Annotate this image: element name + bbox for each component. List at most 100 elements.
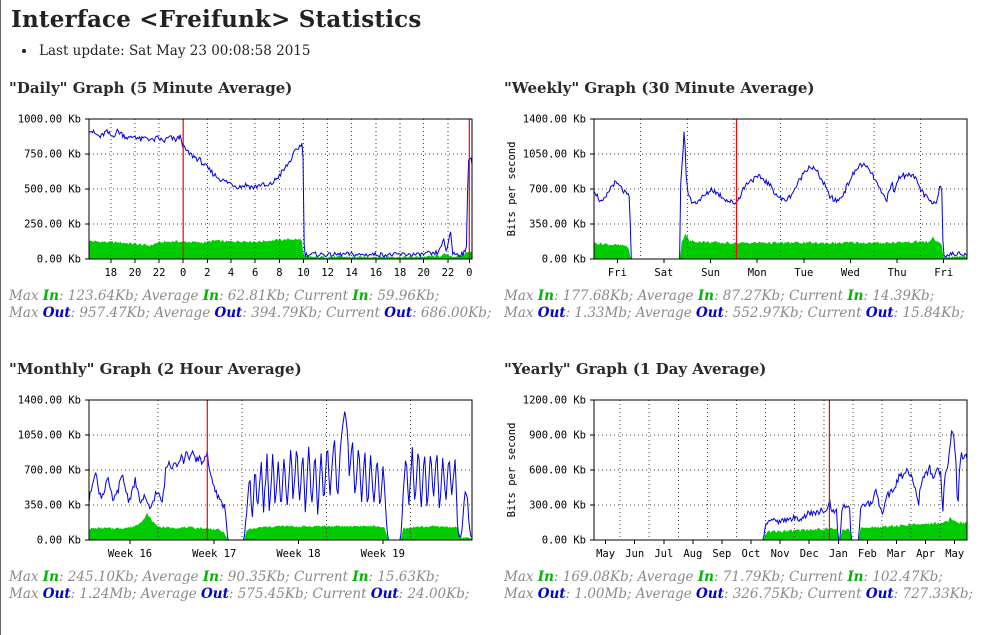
monthly-stats: Max In: 245.10Kb; Average In: 90.35Kb; C…	[9, 569, 496, 603]
monthly-graph: 1400.00 Kb 1050.00 Kb 700.00 Kb 350.00 Kb 0.…	[18, 395, 473, 560]
svg-text:Wed: Wed	[841, 267, 860, 279]
stats-text: Max	[504, 586, 538, 602]
stats-out-label: Out	[201, 586, 229, 602]
stats-in-label: In	[697, 569, 714, 585]
svg-text:1200.00 Kb: 1200.00 Kb	[523, 395, 586, 407]
stats-text: : 1.24Mb; Average	[70, 586, 202, 602]
stats-text: : 1.00Mb; Average	[565, 586, 697, 602]
svg-text:Thu: Thu	[888, 267, 907, 279]
svg-text:750.00 Kb: 750.00 Kb	[24, 149, 81, 161]
svg-text:20: 20	[129, 267, 142, 279]
stats-in-label: In	[42, 288, 59, 304]
daily-stats: Max In: 123.64Kb; Average In: 62.81Kb; C…	[9, 288, 496, 322]
yearly-stats: Max In: 169.08Kb; Average In: 71.79Kb; C…	[504, 569, 990, 603]
svg-text:Sat: Sat	[654, 267, 673, 279]
svg-text:1050.00 Kb: 1050.00 Kb	[523, 149, 586, 161]
stats-text: : 123.64Kb; Average	[58, 288, 203, 304]
plot-frame	[593, 399, 968, 541]
update-list: Last update: Sat May 23 00:08:58 2015	[37, 43, 982, 59]
stats-out-label: Out	[384, 305, 413, 321]
svg-text:0: 0	[466, 267, 472, 279]
svg-text:Fri: Fri	[608, 267, 627, 279]
stats-text: : 90.35Kb; Current	[218, 569, 353, 585]
svg-text:Oct: Oct	[742, 548, 761, 560]
stats-line: Max Out: 1.24Mb; Average Out: 575.45Kb; …	[9, 586, 496, 603]
svg-text:Aug: Aug	[683, 548, 702, 560]
stats-text: : 245.10Kb; Average	[58, 569, 203, 585]
out-line	[88, 411, 473, 541]
svg-text:Week 16: Week 16	[108, 548, 152, 560]
svg-text:22: 22	[442, 267, 455, 279]
axis-ticks	[590, 399, 956, 544]
svg-text:12: 12	[321, 267, 334, 279]
stats-text: : 15.63Kb;	[368, 569, 440, 585]
weekly-graph-heading: "Weekly" Graph (30 Minute Average)	[504, 79, 815, 97]
x-tick-labels: May Jun Jul Aug Sep Oct Nov Dec Jan Feb Mar Apr May	[596, 548, 964, 560]
y-tick-labels: 1000.00 Kb 750.00 Kb 500.00 Kb 250.00 Kb 0.0…	[18, 114, 81, 266]
svg-text:20: 20	[417, 267, 430, 279]
weekly-section: "Weekly" Graph (30 Minute Average) Bits …	[504, 79, 990, 322]
stats-text: : 727.33Kb;	[893, 586, 974, 602]
plot-frame	[593, 118, 968, 260]
x-tick-labels: Week 16 Week 17 Week 18 Week 19	[108, 548, 405, 560]
svg-text:1400.00 Kb: 1400.00 Kb	[523, 114, 586, 126]
stats-text: Max	[504, 305, 538, 321]
daily-graph: 1000.00 Kb 750.00 Kb 500.00 Kb 250.00 Kb 0.0…	[18, 114, 473, 279]
svg-text:Nov: Nov	[771, 548, 790, 560]
stats-line: Max In: 245.10Kb; Average In: 90.35Kb; C…	[9, 569, 496, 586]
svg-text:10: 10	[297, 267, 310, 279]
stats-text: : 552.97Kb; Current	[723, 305, 866, 321]
stats-in-label: In	[42, 569, 59, 585]
svg-text:Sep: Sep	[712, 548, 731, 560]
svg-text:300.00 Kb: 300.00 Kb	[529, 500, 586, 512]
svg-text:1000.00 Kb: 1000.00 Kb	[18, 114, 81, 126]
svg-text:4: 4	[228, 267, 234, 279]
svg-text:Jun: Jun	[625, 548, 644, 560]
stats-text: : 71.79Kb; Current	[713, 569, 848, 585]
stats-text: : 326.75Kb; Current	[723, 586, 866, 602]
svg-text:Jan: Jan	[829, 548, 848, 560]
svg-text:1400.00 Kb: 1400.00 Kb	[18, 395, 81, 407]
stats-text: : 1.33Mb; Average	[565, 305, 697, 321]
stats-in-label: In	[847, 288, 864, 304]
stats-text: : 62.81Kb; Current	[218, 288, 353, 304]
stats-text: : 575.45Kb; Current	[228, 586, 371, 602]
yearly-section: "Yearly" Graph (1 Day Average) Bits per …	[504, 360, 990, 603]
y-tick-labels: 1400.00 Kb 1050.00 Kb 700.00 Kb 350.00 Kb 0.…	[523, 114, 586, 266]
svg-text:Dec: Dec	[800, 548, 819, 560]
svg-text:18: 18	[104, 267, 117, 279]
svg-text:6: 6	[252, 267, 258, 279]
in-area	[89, 238, 472, 259]
y-tick-labels: 1200.00 Kb 900.00 Kb 600.00 Kb 300.00 Kb 0.0…	[523, 395, 586, 547]
svg-text:Week 19: Week 19	[361, 548, 405, 560]
stats-line: Max Out: 1.33Mb; Average Out: 552.97Kb; …	[504, 305, 990, 322]
stats-line: Max In: 177.68Kb; Average In: 87.27Kb; C…	[504, 288, 990, 305]
stats-out-label: Out	[214, 305, 243, 321]
stats-in-label: In	[202, 288, 219, 304]
weekly-stats: Max In: 177.68Kb; Average In: 87.27Kb; C…	[504, 288, 990, 322]
svg-text:Week 17: Week 17	[192, 548, 236, 560]
stats-in-label: In	[847, 569, 864, 585]
stats-text: : 14.39Kb;	[863, 288, 935, 304]
svg-text:Jul: Jul	[654, 548, 673, 560]
stats-text: : 87.27Kb; Current	[713, 288, 848, 304]
svg-text:8: 8	[276, 267, 282, 279]
stats-line: Max In: 123.64Kb; Average In: 62.81Kb; C…	[9, 288, 496, 305]
stats-text: Max	[9, 586, 43, 602]
svg-text:1050.00 Kb: 1050.00 Kb	[18, 430, 81, 442]
stats-out-label: Out	[370, 586, 399, 602]
monthly-graph-heading: "Monthly" Graph (2 Hour Average)	[9, 360, 302, 378]
svg-text:0.00 Kb: 0.00 Kb	[542, 254, 586, 266]
svg-text:0.00 Kb: 0.00 Kb	[37, 535, 81, 547]
stats-text: Max	[9, 305, 43, 321]
stats-text: : 686.00Kb;	[412, 305, 492, 321]
weekly-graph: Bits per second 1400.00 Kb 1050.00 Kb 700.0…	[506, 114, 968, 279]
svg-text:Mon: Mon	[748, 267, 767, 279]
stats-line: Max Out: 957.47Kb; Average Out: 394.79Kb…	[9, 305, 496, 322]
svg-text:700.00 Kb: 700.00 Kb	[24, 465, 81, 477]
svg-text:2: 2	[204, 267, 210, 279]
stats-out-label: Out	[42, 586, 71, 602]
y-axis-label: Bits per second	[506, 423, 518, 518]
stats-out-label: Out	[865, 305, 894, 321]
svg-text:May: May	[945, 548, 964, 560]
